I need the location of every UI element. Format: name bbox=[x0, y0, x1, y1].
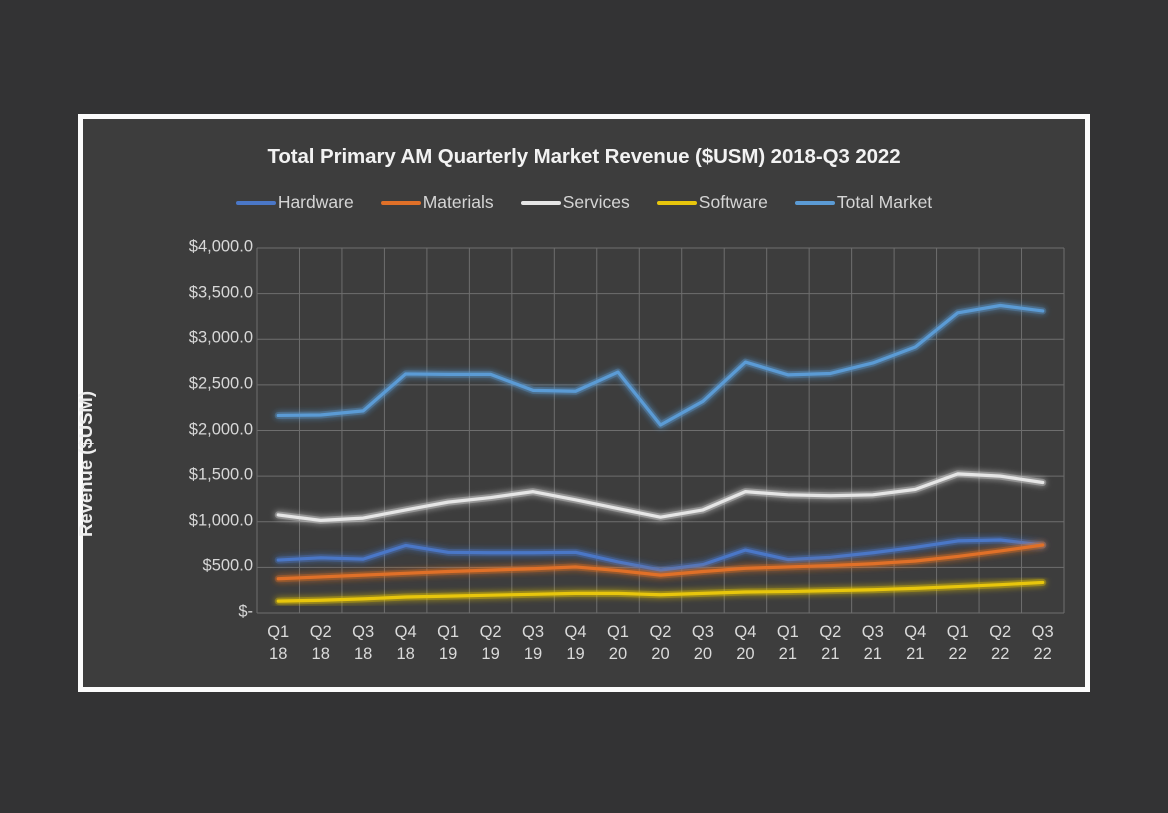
legend-item-label: Total Market bbox=[836, 192, 933, 212]
chart-plot-region: Total Primary AM Quarterly Market Revenu… bbox=[75, 119, 1085, 687]
x-axis-tick-quarter: Q1 bbox=[437, 623, 460, 641]
x-axis-tick: Q4 20 bbox=[724, 621, 766, 685]
y-axis-tick-labels: $4,000.0 $3,500.0 $3,000.0 $2,500.0 $2,000.0… bbox=[127, 233, 253, 621]
x-axis-tick-year: 19 bbox=[481, 645, 500, 663]
x-axis-tick-year: 18 bbox=[311, 645, 330, 663]
chart-legend: Hardware Materials Services Software Total M… bbox=[83, 192, 1085, 213]
x-axis-tick: Q3 22 bbox=[1021, 621, 1063, 685]
legend-swatch-icon bbox=[794, 200, 835, 205]
x-axis-tick-labels: Q1 18 Q2 18 Q3 18 Q4 18 Q1 19 Q2 19 Q3 19 Q4 19 Q1 20 Q2 20… bbox=[257, 621, 1064, 685]
series-line-materials[interactable] bbox=[276, 543, 1045, 581]
x-axis-tick-quarter: Q4 bbox=[564, 623, 587, 641]
x-axis-tick-quarter: Q3 bbox=[352, 623, 375, 641]
x-axis-tick: Q4 19 bbox=[554, 621, 596, 685]
series-line-total-market[interactable] bbox=[276, 303, 1045, 427]
x-axis-tick-quarter: Q2 bbox=[309, 623, 332, 641]
legend-item-hardware[interactable]: Hardware bbox=[235, 192, 354, 213]
x-axis-tick: Q1 18 bbox=[257, 621, 299, 685]
x-axis-tick-year: 20 bbox=[693, 645, 713, 663]
x-axis-tick-year: 19 bbox=[566, 645, 585, 663]
x-axis-tick: Q4 21 bbox=[894, 621, 936, 685]
x-axis-tick: Q4 18 bbox=[384, 621, 426, 685]
x-axis-tick-quarter: Q3 bbox=[1031, 623, 1054, 641]
x-axis-tick: Q3 20 bbox=[682, 621, 724, 685]
x-axis-tick-quarter: Q1 bbox=[606, 623, 629, 641]
x-axis-tick-year: 18 bbox=[353, 645, 373, 663]
x-axis-tick-quarter: Q1 bbox=[267, 623, 290, 641]
series-line-hardware[interactable] bbox=[276, 538, 1045, 572]
x-axis-tick-quarter: Q3 bbox=[861, 623, 884, 641]
y-axis-tick: $2,500.0 bbox=[188, 374, 253, 393]
x-axis-tick-year: 20 bbox=[651, 645, 670, 663]
x-axis-tick: Q1 19 bbox=[427, 621, 469, 685]
x-axis-tick-year: 18 bbox=[396, 645, 415, 663]
x-axis-tick: Q2 20 bbox=[639, 621, 681, 685]
x-axis-tick-year: 18 bbox=[269, 645, 288, 663]
legend-swatch-icon bbox=[520, 200, 561, 205]
y-axis-tick: $1,000.0 bbox=[188, 511, 253, 530]
y-axis-tick: $500.0 bbox=[202, 556, 253, 575]
x-axis-tick: Q1 22 bbox=[937, 621, 979, 685]
x-axis-tick: Q2 18 bbox=[299, 621, 341, 685]
x-axis-tick-quarter: Q1 bbox=[946, 623, 969, 641]
y-axis-tick: $2,000.0 bbox=[188, 420, 253, 438]
x-axis-tick: Q3 21 bbox=[852, 621, 894, 685]
x-axis-tick-quarter: Q2 bbox=[649, 623, 672, 641]
y-axis-tick: $3,000.0 bbox=[188, 328, 253, 347]
x-axis-tick-quarter: Q4 bbox=[904, 623, 927, 641]
legend-item-label: Hardware bbox=[277, 192, 354, 212]
x-axis-tick-quarter: Q4 bbox=[734, 623, 757, 641]
x-axis-tick-quarter: Q2 bbox=[479, 623, 502, 641]
legend-swatch-icon bbox=[235, 200, 276, 205]
x-axis-tick-year: 21 bbox=[863, 645, 882, 663]
x-axis-tick-quarter: Q3 bbox=[691, 623, 714, 641]
x-axis-tick-quarter: Q4 bbox=[394, 623, 417, 641]
x-axis-tick-year: 21 bbox=[778, 645, 798, 663]
x-axis-tick: Q3 19 bbox=[512, 621, 554, 685]
x-axis-tick: Q3 18 bbox=[342, 621, 384, 685]
x-axis-tick-year: 22 bbox=[1033, 645, 1052, 663]
series-glow-total-market bbox=[274, 301, 1047, 429]
x-axis-tick-year: 22 bbox=[948, 645, 967, 663]
x-axis-tick-quarter: Q2 bbox=[819, 623, 842, 641]
legend-swatch-icon bbox=[380, 200, 421, 205]
x-axis-tick-year: 21 bbox=[821, 645, 840, 663]
chart-card: Total Primary AM Quarterly Market Revenu… bbox=[75, 114, 1090, 692]
legend-item-label: Services bbox=[562, 192, 630, 212]
legend-swatch-icon bbox=[656, 200, 697, 205]
y-axis-tick: $1,500.0 bbox=[188, 465, 253, 484]
x-axis-tick-year: 20 bbox=[736, 645, 755, 663]
chart-title: Total Primary AM Quarterly Market Revenu… bbox=[267, 145, 901, 168]
x-axis-tick: Q1 20 bbox=[597, 621, 639, 685]
y-axis-title: Revenue ($USM) bbox=[75, 391, 96, 537]
legend-item-materials[interactable]: Materials bbox=[380, 192, 494, 213]
legend-item-services[interactable]: Services bbox=[520, 192, 630, 213]
x-axis-tick-quarter: Q1 bbox=[776, 623, 799, 641]
y-axis-tick: $3,500.0 bbox=[188, 283, 253, 302]
x-axis-tick-quarter: Q3 bbox=[522, 623, 545, 641]
series-line-services[interactable] bbox=[276, 472, 1045, 522]
plot-area bbox=[256, 234, 1065, 615]
y-axis-tick: $4,000.0 bbox=[188, 237, 253, 256]
chart-series-lines bbox=[274, 301, 1047, 605]
y-axis-tick: $- bbox=[238, 602, 253, 621]
legend-item-total-market[interactable]: Total Market bbox=[794, 192, 933, 213]
x-axis-tick-year: 21 bbox=[906, 645, 925, 663]
legend-item-label: Software bbox=[698, 192, 768, 212]
x-axis-tick: Q2 21 bbox=[809, 621, 851, 685]
x-axis-tick-year: 19 bbox=[523, 645, 543, 663]
legend-item-software[interactable]: Software bbox=[656, 192, 768, 213]
legend-item-label: Materials bbox=[422, 192, 494, 212]
x-axis-tick-year: 19 bbox=[438, 645, 458, 663]
x-axis-tick-year: 22 bbox=[991, 645, 1010, 663]
x-axis-tick: Q2 19 bbox=[469, 621, 511, 685]
x-axis-tick: Q1 21 bbox=[767, 621, 809, 685]
chart-svg bbox=[256, 247, 1065, 614]
series-line-software[interactable] bbox=[276, 580, 1045, 603]
x-axis-tick: Q2 22 bbox=[979, 621, 1021, 685]
x-axis-tick-quarter: Q2 bbox=[989, 623, 1012, 641]
x-axis-tick-year: 20 bbox=[608, 645, 628, 663]
